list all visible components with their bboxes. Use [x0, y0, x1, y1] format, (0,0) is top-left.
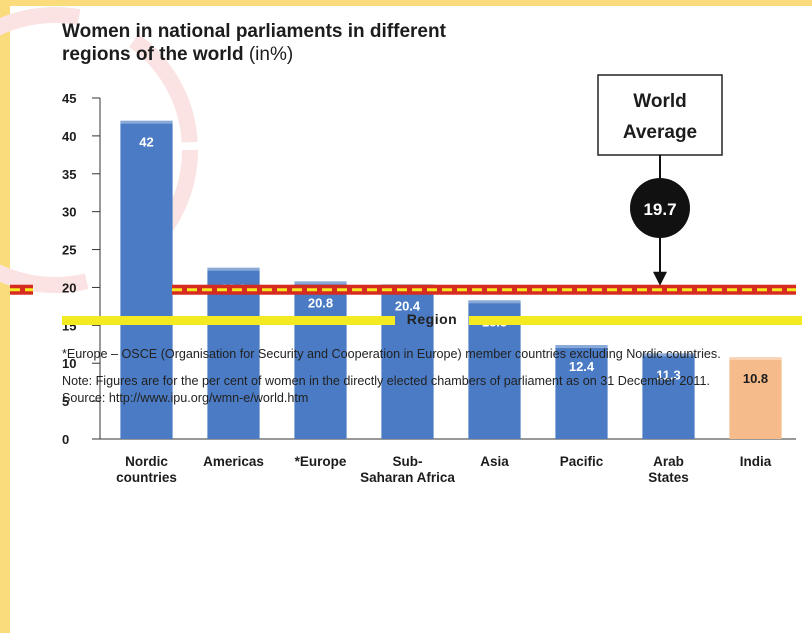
- y-tick-label: 35: [62, 167, 76, 182]
- watermark-ring: [0, 7, 198, 293]
- bar-highlight: [207, 267, 260, 271]
- x-tick-label: countries: [116, 470, 177, 485]
- bar-highlight: [729, 357, 782, 361]
- title-line-2: regions of the world: [62, 44, 244, 65]
- bar-highlight: [468, 300, 521, 304]
- callout-value-label: 19.7: [643, 200, 676, 219]
- europe-footnote: *Europe – OSCE (Organisation for Securit…: [62, 347, 721, 361]
- bar-value-label: 42: [139, 135, 153, 150]
- source-note: Source: http://www.ipu.org/wmn-e/world.h…: [62, 391, 309, 405]
- figures-note: Note: Figures are for the per cent of wo…: [62, 374, 710, 388]
- bar-highlight: [120, 120, 173, 124]
- bar-value-label: 20.8: [308, 295, 333, 310]
- bar: [294, 281, 347, 439]
- y-tick-label: 30: [62, 205, 76, 220]
- x-tick-label: States: [648, 470, 689, 485]
- bar-value-label: 12.4: [569, 359, 595, 374]
- callout-label-line-2: Average: [623, 122, 697, 143]
- reference-line-band: [172, 284, 796, 295]
- bar-highlight: [294, 281, 347, 285]
- y-tick-label: 25: [62, 243, 76, 258]
- title-unit: (in%): [243, 44, 294, 65]
- frame-left-border: [0, 0, 10, 633]
- bar-value-label: 10.8: [743, 371, 768, 386]
- x-axis-title-row: Region: [62, 311, 802, 327]
- bar: [642, 353, 695, 439]
- chart-title: Women in national parliaments in differe…: [62, 20, 446, 66]
- x-tick-label: Americas: [203, 454, 264, 469]
- y-tick-label: 40: [62, 129, 76, 144]
- bar: [555, 345, 608, 439]
- x-tick-label: Arab: [653, 454, 684, 469]
- x-tick-label: Sub-: [393, 454, 423, 469]
- title-line-1: Women in national parliaments in differe…: [62, 21, 446, 42]
- bar-value-label: 20.4: [395, 298, 421, 313]
- bar-highlight: [555, 345, 608, 349]
- x-axis-title: Region: [406, 311, 458, 327]
- bar-value-label: 11.3: [656, 367, 681, 382]
- x-tick-label: Saharan Africa: [360, 470, 455, 485]
- bar: [729, 357, 782, 439]
- x-tick-label: *Europe: [295, 454, 347, 469]
- x-tick-label: Pacific: [560, 454, 604, 469]
- callout-arrow-head: [653, 271, 667, 286]
- notes: *Europe – OSCE (Organisation for Securit…: [62, 346, 807, 417]
- callout-box: [597, 74, 723, 156]
- y-tick-label: 20: [62, 280, 76, 295]
- bar: [120, 120, 173, 439]
- x-axis-title-rule-left: [62, 316, 395, 325]
- reference-line-band: [10, 284, 33, 295]
- y-tick-label: 5: [62, 394, 69, 409]
- x-tick-label: India: [740, 454, 772, 469]
- y-tick-label: 0: [62, 432, 69, 447]
- frame-top-border: [0, 0, 812, 6]
- bar-highlight: [642, 353, 695, 357]
- y-tick-label: 45: [62, 91, 76, 106]
- x-axis-title-rule-right: [469, 316, 802, 325]
- callout-value-disc: [630, 178, 690, 238]
- x-tick-label: Asia: [480, 454, 509, 469]
- x-tick-label: Nordic: [125, 454, 168, 469]
- bar: [207, 267, 260, 439]
- callout-label-line-1: World: [633, 91, 686, 112]
- bar: [381, 284, 434, 439]
- y-tick-label: 10: [62, 356, 76, 371]
